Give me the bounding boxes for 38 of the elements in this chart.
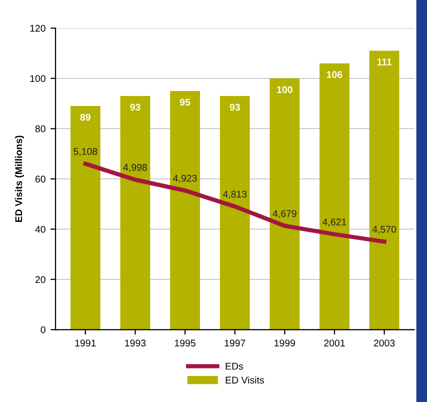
y-tick-label: 100 <box>30 75 46 82</box>
y-tick-label: 80 <box>35 125 46 132</box>
y-tick-label: 60 <box>35 176 46 183</box>
x-tick-label: 1993 <box>125 340 146 347</box>
data-label: 111 <box>377 58 392 66</box>
data-label: 106 <box>326 71 342 78</box>
bar <box>70 106 100 330</box>
bar <box>369 50 400 330</box>
bar <box>320 63 350 330</box>
data-label: 100 <box>277 86 292 94</box>
x-tick-label: 2001 <box>324 340 345 347</box>
data-label: 4,813 <box>222 190 247 199</box>
y-tick-label: 0 <box>40 326 46 334</box>
y-tick-label: 20 <box>35 276 46 284</box>
bar <box>220 96 250 330</box>
data-label: 4,923 <box>173 174 197 183</box>
data-label: 4,998 <box>123 164 147 172</box>
legend-label: ED Visits <box>226 376 264 384</box>
y-axis-title: ED Visits (Millions) <box>14 136 24 222</box>
data-label: 93 <box>130 104 140 111</box>
x-tick-label: 1995 <box>174 340 196 347</box>
x-tick-label: 1997 <box>224 340 246 347</box>
data-label: 4,679 <box>272 210 296 218</box>
data-label: 4,570 <box>372 226 396 234</box>
data-label: 4,621 <box>322 218 346 227</box>
bar <box>170 90 200 330</box>
data-label: 95 <box>180 98 190 106</box>
legend-label: EDs <box>226 362 244 370</box>
bar <box>270 78 300 330</box>
x-tick-label: 1991 <box>75 340 96 347</box>
bar <box>120 96 150 330</box>
data-label: 93 <box>230 104 240 111</box>
y-tick-label: 120 <box>30 24 46 32</box>
x-tick-label: 1999 <box>274 340 296 347</box>
data-label: 5,108 <box>74 148 98 156</box>
x-tick-label: 2003 <box>374 340 395 347</box>
y-tick-label: 40 <box>35 226 46 233</box>
data-label: 89 <box>80 114 90 121</box>
